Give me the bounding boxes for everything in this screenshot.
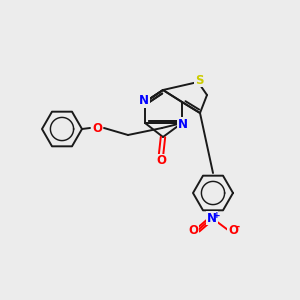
- Text: N: N: [139, 94, 149, 107]
- Text: O: O: [228, 224, 238, 236]
- Text: O: O: [156, 154, 166, 167]
- Text: S: S: [195, 74, 203, 86]
- Text: O: O: [92, 122, 102, 134]
- Text: O: O: [188, 224, 198, 236]
- Text: N: N: [207, 212, 217, 224]
- Text: +: +: [213, 211, 221, 220]
- Text: N: N: [178, 118, 188, 130]
- Text: -: -: [236, 222, 240, 232]
